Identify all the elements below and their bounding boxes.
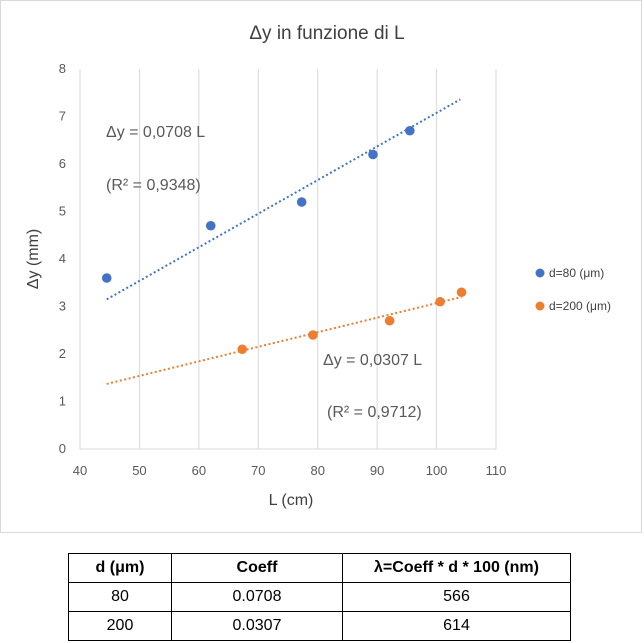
data-point-series-2 [456, 287, 467, 298]
x-tick-label: 90 [370, 463, 384, 478]
table-row: 200 0.0307 614 [68, 611, 571, 641]
cell-d: 200 [68, 611, 172, 641]
x-tick-label: 100 [426, 463, 448, 478]
data-point-series-1 [368, 149, 378, 160]
r2-series-2: (R² = 0,9712) [327, 404, 422, 421]
trendline-series-2 [106, 296, 462, 385]
x-tick-label: 60 [192, 463, 206, 478]
y-tick-label: 5 [59, 204, 66, 219]
grid [79, 69, 497, 450]
data-point-series-2 [237, 344, 248, 355]
chart-title: Δy in funzione di L [249, 23, 404, 44]
data-point-series-1 [405, 125, 415, 136]
table-row: 80 0.0708 566 [68, 582, 571, 612]
data-points [101, 125, 467, 355]
equation-series-1: Δy = 0,0708 L [106, 124, 205, 141]
x-tick-labels: 40 50 60 70 80 90 100 110 [73, 463, 507, 478]
data-point-series-1 [101, 273, 112, 283]
data-point-series-1 [296, 197, 307, 207]
legend-marker-series-1 [535, 268, 545, 278]
r2-series-1: (R² = 0,9348) [106, 177, 201, 194]
equation-series-2: Δy = 0,0307 L [323, 352, 422, 369]
x-tick-label: 70 [251, 463, 265, 478]
y-tick-label: 4 [59, 251, 66, 266]
y-tick-label: 1 [59, 394, 66, 409]
trendlines [106, 98, 462, 385]
scatter-chart: Δy in funzione di L 0 1 2 3 4 5 6 7 8 40 50 60 70 80… [25, 23, 611, 509]
header-lambda: λ=Coeff * d * 100 (nm) [342, 553, 571, 583]
y-axis-label: Δy (mm) [25, 229, 42, 289]
data-point-series-1 [205, 220, 216, 231]
cell-coeff: 0.0708 [171, 582, 343, 612]
chart-area [0, 0, 642, 533]
trendline-series-1 [106, 98, 461, 301]
x-tick-label: 50 [132, 463, 146, 478]
x-axis-label: L (cm) [269, 492, 314, 509]
legend: d=80 (μm) d=200 (μm) [535, 266, 611, 313]
data-point-series-2 [308, 330, 318, 340]
legend-marker-series-2 [535, 301, 545, 311]
y-tick-label: 0 [59, 441, 66, 456]
cell-coeff: 0.0307 [171, 611, 343, 641]
data-point-series-2 [435, 296, 445, 307]
y-tick-label: 3 [59, 299, 66, 314]
legend-label-series-1: d=80 (μm) [549, 266, 604, 280]
cell-lambda: 566 [342, 582, 571, 612]
cell-d: 80 [68, 582, 172, 612]
header-coeff: Coeff [171, 553, 343, 583]
header-d: d (μm) [68, 553, 172, 583]
y-tick-label: 2 [59, 346, 66, 361]
x-tick-label: 80 [310, 463, 324, 478]
x-tick-label: 110 [486, 463, 507, 478]
data-point-series-2 [384, 315, 395, 326]
results-table: d (μm) Coeff λ=Coeff * d * 100 (nm) 80 0… [68, 553, 571, 641]
legend-label-series-2: d=200 (μm) [549, 299, 611, 313]
y-tick-label: 6 [59, 156, 66, 171]
cell-lambda: 614 [342, 611, 571, 641]
table-header-row: d (μm) Coeff λ=Coeff * d * 100 (nm) [68, 553, 571, 583]
x-tick-label: 40 [73, 463, 87, 478]
y-tick-label: 8 [59, 61, 66, 76]
y-tick-label: 7 [59, 109, 66, 124]
y-tick-labels: 0 1 2 3 4 5 6 7 8 [59, 61, 66, 456]
